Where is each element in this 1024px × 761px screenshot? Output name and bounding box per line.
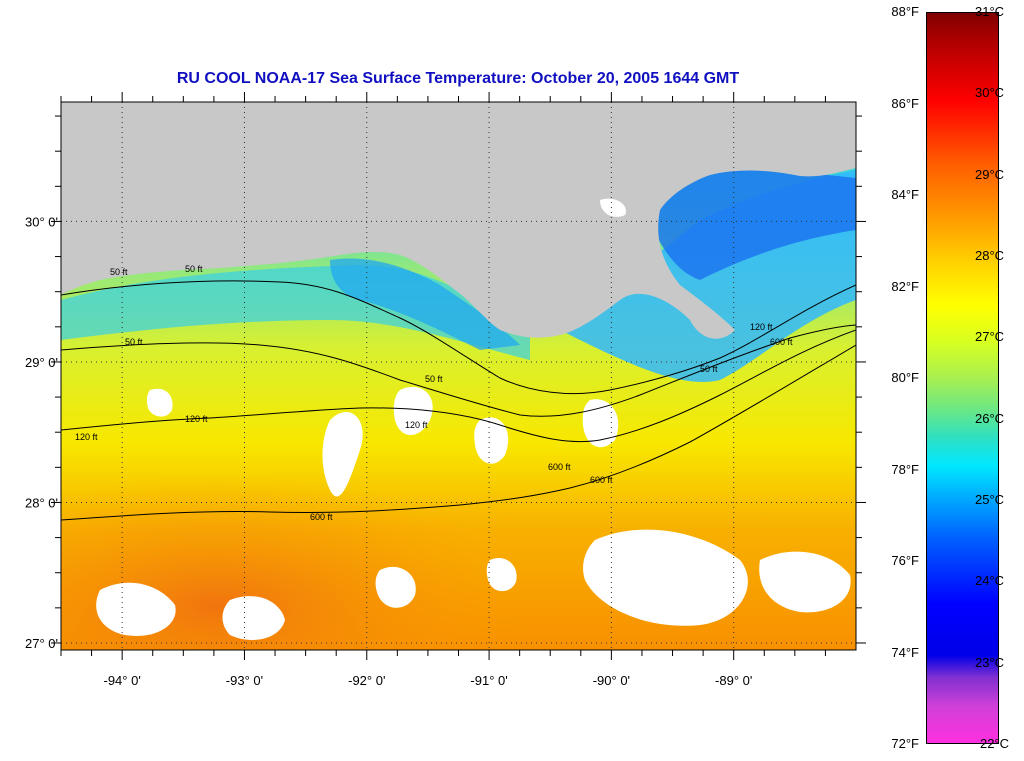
contour-label: 50 ft <box>125 337 143 347</box>
longitude-label: -92° 0' <box>348 673 385 688</box>
latitude-label: 28° 0' <box>25 495 58 510</box>
fahrenheit-label: 78°F <box>891 461 919 477</box>
longitude-labels: -94° 0' -93° 0' -92° 0' -91° 0' -90° 0' -89° … <box>103 673 752 688</box>
contour-label: 50 ft <box>700 364 718 374</box>
land-mass <box>61 102 856 339</box>
contour-50ft <box>61 280 856 395</box>
contour-label: 120 ft <box>75 432 98 442</box>
contour-label: 600 ft <box>548 462 571 472</box>
latitude-label: 30° 0' <box>25 214 58 229</box>
celsius-label: 27°C <box>975 329 1005 345</box>
cloud-cover <box>96 198 851 640</box>
axis-ticks <box>51 92 866 660</box>
contour-label: 600 ft <box>590 475 613 485</box>
contour-label: 120 ft <box>185 414 208 424</box>
celsius-label: 30°C <box>975 85 1005 101</box>
fahrenheit-label: 84°F <box>891 187 919 202</box>
fahrenheit-label: 80°F <box>891 370 919 385</box>
celsius-label: 28°C <box>975 248 1005 263</box>
latitude-label: 27° 0' <box>25 636 58 651</box>
contour-label: 120 ft <box>405 420 428 430</box>
map-title: RU COOL NOAA-17 Sea Surface Temperature:… <box>176 70 740 87</box>
longitude-label: -93° 0' <box>226 673 263 688</box>
celsius-label: 26°C <box>975 410 1005 426</box>
celsius-label: 25°C <box>975 492 1005 507</box>
contour-label: 50 ft <box>185 264 203 274</box>
fahrenheit-label: 74°F <box>891 644 919 660</box>
contour-600ft <box>61 344 856 521</box>
contour-120ft <box>61 324 856 417</box>
celsius-label: 23°C <box>975 654 1005 670</box>
fahrenheit-label: 72°F <box>891 736 919 751</box>
fahrenheit-label: 76°F <box>891 553 919 568</box>
celsius-label: 22°C <box>980 736 1010 751</box>
fahrenheit-label: 88°F <box>891 4 919 19</box>
longitude-label: -90° 0' <box>593 673 630 688</box>
latitude-labels: 30° 0' 29° 0' 28° 0' 27° 0' <box>25 214 58 651</box>
cold-coastal-water-delta <box>640 169 856 280</box>
latitude-label: 29° 0' <box>25 355 58 370</box>
contour-label: 50 ft <box>110 267 128 277</box>
celsius-label: 24°C <box>975 573 1005 589</box>
temperature-colorbar <box>926 12 999 744</box>
contour-label: 600 ft <box>310 512 333 522</box>
contour-120ft-south <box>61 329 856 443</box>
celsius-label: 31°C <box>975 4 1005 19</box>
longitude-label: -89° 0' <box>715 673 752 688</box>
celsius-label: 29°C <box>975 166 1005 182</box>
longitude-label: -91° 0' <box>470 673 507 688</box>
contour-label: 120 ft <box>750 322 773 332</box>
fahrenheit-label: 86°F <box>891 95 919 111</box>
contour-label: 50 ft <box>425 374 443 384</box>
fahrenheit-label: 82°F <box>891 278 919 294</box>
contour-label: 600 ft <box>770 337 793 347</box>
contour-labels: 50 ft 50 ft 50 ft 50 ft 50 ft 120 ft 120… <box>75 264 793 522</box>
longitude-label: -94° 0' <box>103 673 140 688</box>
cool-shelf-water <box>330 258 520 350</box>
depth-contours <box>61 280 856 521</box>
